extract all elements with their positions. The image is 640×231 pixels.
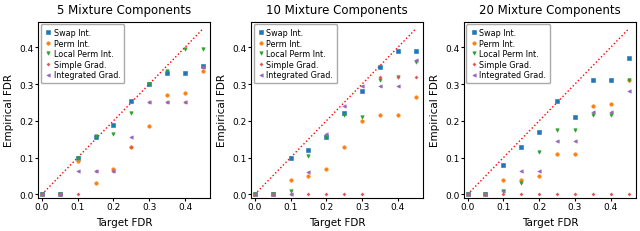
Y-axis label: Empirical FDR: Empirical FDR [217, 74, 227, 147]
Legend: Swap Int., Perm Int., Local Perm Int., Simple Grad., Integrated Grad.: Swap Int., Perm Int., Local Perm Int., S… [41, 25, 124, 84]
Legend: Swap Int., Perm Int., Local Perm Int., Simple Grad., Integrated Grad.: Swap Int., Perm Int., Local Perm Int., S… [253, 25, 337, 84]
X-axis label: Target FDR: Target FDR [522, 217, 578, 227]
Title: 5 Mixture Components: 5 Mixture Components [57, 4, 191, 17]
X-axis label: Target FDR: Target FDR [96, 217, 152, 227]
Y-axis label: Empirical FDR: Empirical FDR [430, 74, 440, 147]
X-axis label: Target FDR: Target FDR [308, 217, 365, 227]
Y-axis label: Empirical FDR: Empirical FDR [4, 74, 14, 147]
Title: 20 Mixture Components: 20 Mixture Components [479, 4, 621, 17]
Legend: Swap Int., Perm Int., Local Perm Int., Simple Grad., Integrated Grad.: Swap Int., Perm Int., Local Perm Int., S… [467, 25, 550, 84]
Title: 10 Mixture Components: 10 Mixture Components [266, 4, 408, 17]
